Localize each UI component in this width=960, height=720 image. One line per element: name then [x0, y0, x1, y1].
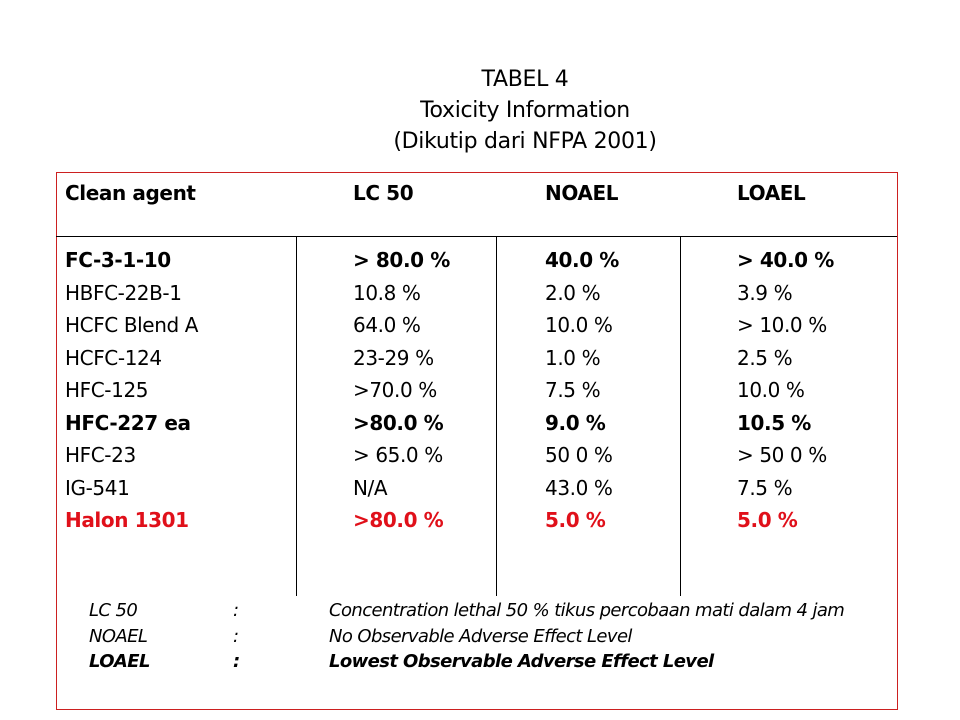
note-noael-term: NOAEL: [89, 626, 148, 647]
title-line-2: Toxicity Information: [420, 98, 630, 123]
cell-lc50: 23-29 %: [353, 346, 434, 370]
title-line-3: (Dikutip dari NFPA 2001): [393, 129, 657, 154]
cell-noael: 40.0 %: [545, 248, 619, 272]
cell-agent: Halon 1301: [65, 508, 189, 532]
cell-lc50: 10.8 %: [353, 281, 421, 305]
column-divider-3: [680, 236, 681, 596]
title-line-1: TABEL 4: [481, 67, 569, 92]
cell-agent: HFC-227 ea: [65, 411, 191, 435]
cell-lc50: >80.0 %: [353, 508, 444, 532]
cell-loael: > 40.0 %: [737, 248, 834, 272]
cell-agent: HCFC Blend A: [65, 313, 199, 337]
cell-agent: HBFC-22B-1: [65, 281, 182, 305]
header-lc50: LC 50: [353, 181, 414, 205]
cell-loael: > 10.0 %: [737, 313, 827, 337]
note-loael-definition: Lowest Observable Adverse Effect Level: [329, 651, 714, 672]
cell-lc50: >70.0 %: [353, 378, 437, 402]
cell-lc50: 64.0 %: [353, 313, 421, 337]
cell-loael: 10.5 %: [737, 411, 811, 435]
note-loael-term: LOAEL: [89, 651, 150, 672]
cell-noael: 10.0 %: [545, 313, 613, 337]
cell-loael: > 50 0 %: [737, 443, 827, 467]
header-loael: LOAEL: [737, 181, 806, 205]
cell-agent: HCFC-124: [65, 346, 162, 370]
note-lc50-term: LC 50: [89, 600, 138, 621]
note-noael-sep: :: [233, 626, 239, 647]
header-divider: [56, 236, 897, 237]
note-loael-sep: :: [233, 651, 240, 672]
column-divider-1: [296, 236, 297, 596]
cell-loael: 3.9 %: [737, 281, 793, 305]
table-frame: [56, 172, 898, 710]
header-clean-agent: Clean agent: [65, 181, 196, 205]
column-divider-2: [496, 236, 497, 596]
cell-noael: 50 0 %: [545, 443, 613, 467]
cell-noael: 5.0 %: [545, 508, 606, 532]
cell-loael: 5.0 %: [737, 508, 798, 532]
note-noael-definition: No Observable Adverse Effect Level: [329, 626, 632, 647]
cell-loael: 2.5 %: [737, 346, 793, 370]
cell-lc50: > 80.0 %: [353, 248, 450, 272]
table-title: TABEL 4 Toxicity Information (Dikutip da…: [380, 64, 670, 157]
cell-lc50: >80.0 %: [353, 411, 444, 435]
note-lc50-definition: Concentration lethal 50 % tikus percobaa…: [329, 600, 845, 621]
cell-lc50: > 65.0 %: [353, 443, 443, 467]
cell-lc50: N/A: [353, 476, 388, 500]
cell-agent: IG-541: [65, 476, 130, 500]
cell-noael: 1.0 %: [545, 346, 601, 370]
cell-loael: 7.5 %: [737, 476, 793, 500]
cell-noael: 43.0 %: [545, 476, 613, 500]
cell-noael: 2.0 %: [545, 281, 601, 305]
header-noael: NOAEL: [545, 181, 619, 205]
note-lc50-sep: :: [233, 600, 239, 621]
cell-loael: 10.0 %: [737, 378, 805, 402]
cell-noael: 7.5 %: [545, 378, 601, 402]
cell-agent: FC-3-1-10: [65, 248, 171, 272]
cell-agent: HFC-23: [65, 443, 136, 467]
cell-agent: HFC-125: [65, 378, 149, 402]
cell-noael: 9.0 %: [545, 411, 606, 435]
